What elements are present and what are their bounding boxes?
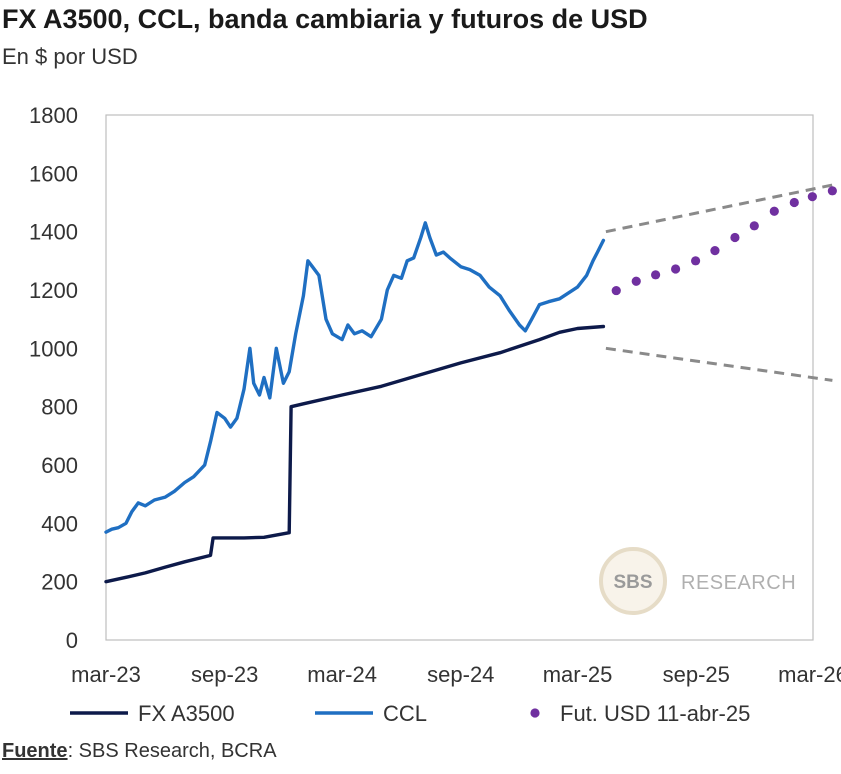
legend-swatch-dot	[530, 708, 540, 718]
x-tick-label: mar-23	[71, 662, 141, 687]
futures-point	[611, 285, 621, 296]
futures-point	[807, 192, 817, 202]
watermark-text: RESEARCH	[681, 572, 796, 594]
y-tick-label: 1800	[29, 103, 78, 128]
chart-subtitle: En $ por USD	[2, 44, 138, 69]
futures-point	[749, 221, 759, 231]
futures-point	[769, 206, 779, 216]
y-tick-label: 1200	[29, 278, 78, 303]
futures-point	[789, 197, 799, 208]
x-tick-label: mar-24	[307, 662, 377, 687]
legend-label: Fut. USD 11-abr-25	[560, 701, 750, 726]
band-upper-line	[605, 183, 833, 234]
futures-point	[670, 264, 681, 274]
source-label: Fuente	[2, 740, 68, 762]
futures-point	[690, 256, 701, 266]
futures-point	[631, 276, 641, 286]
y-tick-label: 0	[66, 628, 78, 653]
y-tick-label: 1400	[29, 220, 78, 245]
y-tick-label: 600	[41, 453, 78, 478]
legend-label: FX A3500	[138, 701, 235, 726]
x-tick-label: sep-25	[663, 662, 730, 687]
x-tick-label: mar-25	[543, 662, 613, 687]
y-tick-label: 200	[41, 570, 78, 595]
y-tick-label: 800	[41, 395, 78, 420]
fx-a3500-line	[104, 324, 606, 584]
legend-label: CCL	[383, 701, 427, 726]
source-note: Fuente: SBS Research, BCRA	[2, 740, 277, 763]
futures-point	[827, 186, 837, 196]
x-tick-label: sep-23	[191, 662, 258, 687]
watermark-logo-text: SBS	[613, 572, 652, 593]
x-tick-label: mar-26	[778, 662, 841, 687]
futures-point	[710, 246, 720, 256]
chart-title: FX A3500, CCL, banda cambiaria y futuros…	[2, 4, 648, 34]
source-text: : SBS Research, BCRA	[67, 740, 277, 762]
y-tick-label: 400	[41, 511, 78, 536]
band-lower-line	[605, 346, 833, 382]
ccl-line	[104, 221, 606, 534]
watermark-logo-ring	[599, 547, 667, 615]
y-tick-label: 1600	[29, 161, 78, 186]
futures-point	[651, 270, 661, 280]
plot-frame	[105, 114, 814, 641]
futures-point	[730, 232, 740, 243]
y-tick-label: 1000	[29, 336, 78, 361]
x-tick-label: sep-24	[427, 662, 494, 687]
